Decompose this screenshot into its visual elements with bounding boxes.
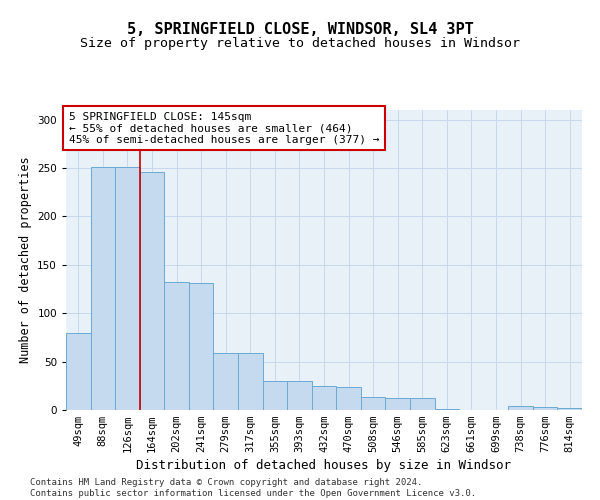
X-axis label: Distribution of detached houses by size in Windsor: Distribution of detached houses by size …	[137, 460, 511, 472]
Bar	[189, 283, 214, 410]
Bar	[214, 353, 238, 410]
Bar	[66, 332, 91, 410]
Bar	[312, 386, 336, 410]
Bar	[115, 167, 140, 410]
Bar	[238, 353, 263, 410]
Text: 5 SPRINGFIELD CLOSE: 145sqm
← 55% of detached houses are smaller (464)
45% of se: 5 SPRINGFIELD CLOSE: 145sqm ← 55% of det…	[68, 112, 379, 144]
Bar	[336, 387, 361, 410]
Bar	[533, 407, 557, 410]
Bar	[287, 381, 312, 410]
Bar	[164, 282, 189, 410]
Text: Size of property relative to detached houses in Windsor: Size of property relative to detached ho…	[80, 38, 520, 51]
Bar	[410, 398, 434, 410]
Bar	[557, 408, 582, 410]
Text: Contains HM Land Registry data © Crown copyright and database right 2024.
Contai: Contains HM Land Registry data © Crown c…	[30, 478, 476, 498]
Y-axis label: Number of detached properties: Number of detached properties	[19, 156, 32, 364]
Bar	[385, 398, 410, 410]
Bar	[140, 172, 164, 410]
Text: 5, SPRINGFIELD CLOSE, WINDSOR, SL4 3PT: 5, SPRINGFIELD CLOSE, WINDSOR, SL4 3PT	[127, 22, 473, 38]
Bar	[434, 409, 459, 410]
Bar	[361, 398, 385, 410]
Bar	[263, 381, 287, 410]
Bar	[508, 406, 533, 410]
Bar	[91, 167, 115, 410]
